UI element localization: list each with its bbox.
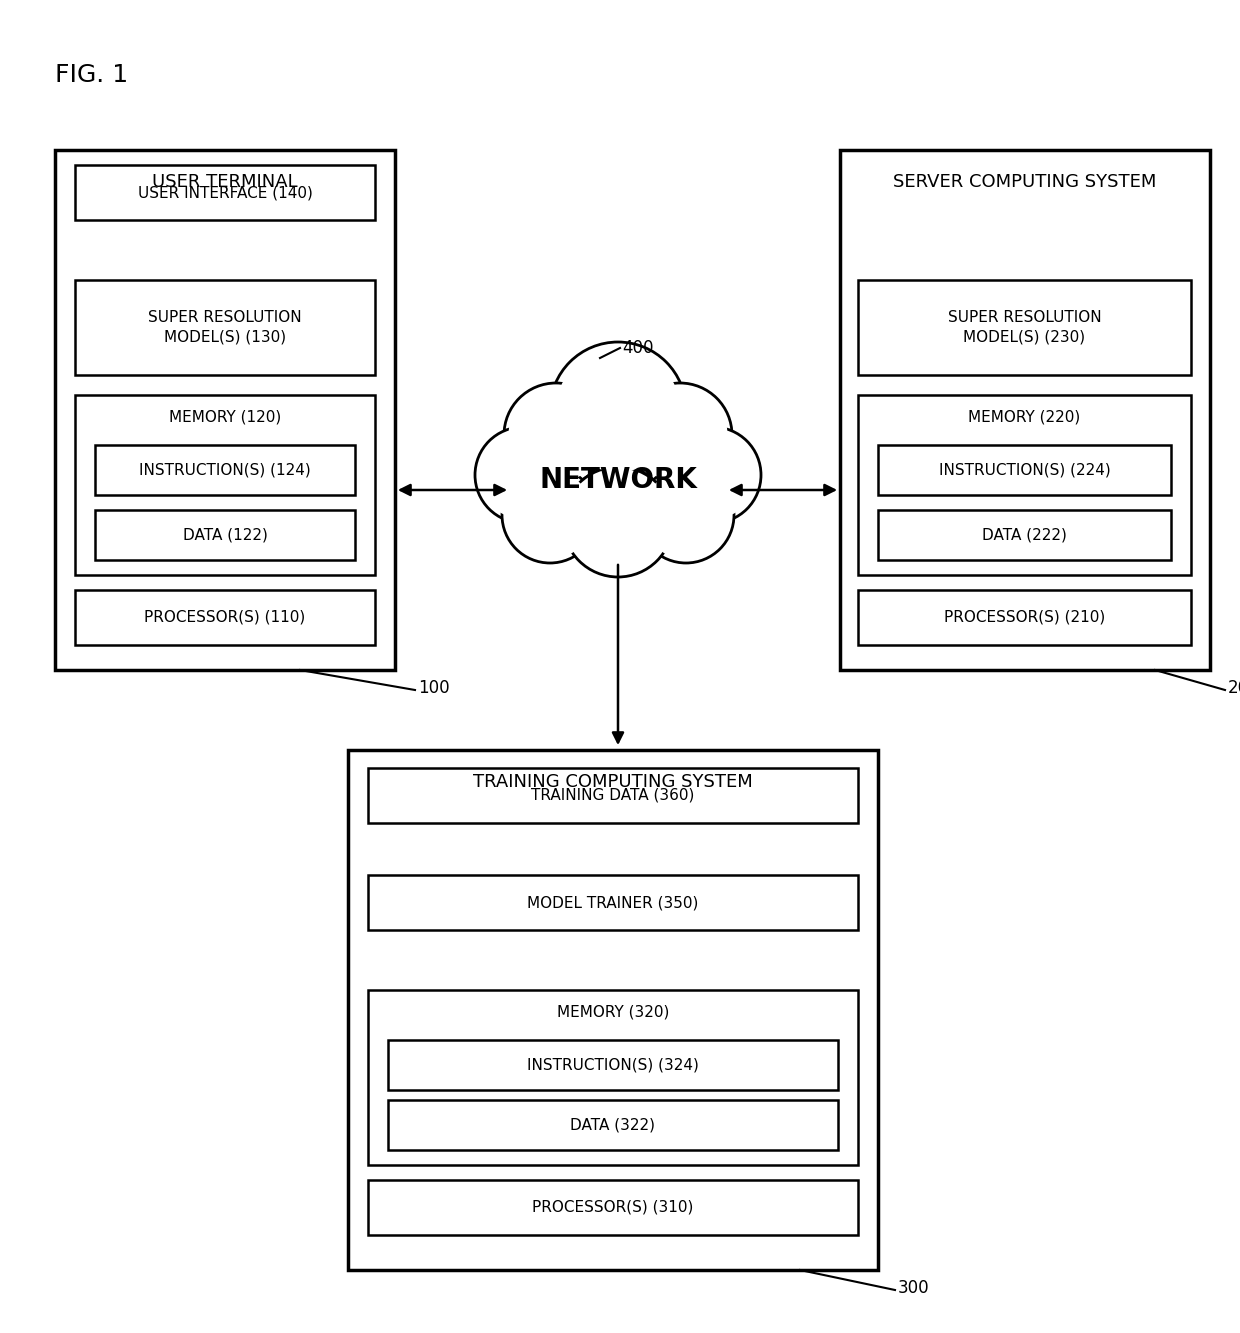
Bar (95, 445, 355, 495)
Bar (388, 1100, 838, 1150)
Bar (74, 591, 374, 645)
Bar (368, 768, 858, 822)
Circle shape (502, 467, 598, 563)
Text: SUPER RESOLUTION
MODEL(S) (130): SUPER RESOLUTION MODEL(S) (130) (149, 311, 301, 345)
Bar (878, 511, 1171, 560)
Circle shape (627, 383, 732, 487)
Circle shape (627, 383, 732, 487)
Circle shape (503, 383, 608, 487)
Text: PROCESSOR(S) (310): PROCESSOR(S) (310) (532, 1200, 693, 1214)
Bar (858, 280, 1190, 375)
Text: INSTRUCTION(S) (324): INSTRUCTION(S) (324) (527, 1057, 699, 1073)
Text: MODEL TRAINER (350): MODEL TRAINER (350) (527, 894, 698, 910)
Text: SERVER COMPUTING SYSTEM: SERVER COMPUTING SYSTEM (893, 173, 1157, 191)
Bar (55, 151, 396, 670)
Text: MEMORY (320): MEMORY (320) (557, 1005, 670, 1020)
Text: DATA (122): DATA (122) (182, 528, 268, 543)
Circle shape (634, 388, 727, 481)
Circle shape (507, 472, 593, 559)
Circle shape (670, 432, 756, 519)
Text: FIG. 1: FIG. 1 (55, 63, 128, 87)
Bar (878, 445, 1171, 495)
Circle shape (551, 343, 686, 479)
Bar (388, 1040, 838, 1090)
Text: DATA (222): DATA (222) (982, 528, 1066, 543)
Text: USER TERMINAL: USER TERMINAL (153, 173, 298, 191)
Circle shape (475, 427, 570, 523)
Text: MEMORY (220): MEMORY (220) (968, 409, 1080, 424)
Text: INSTRUCTION(S) (124): INSTRUCTION(S) (124) (139, 463, 311, 477)
Circle shape (557, 349, 680, 471)
Text: INSTRUCTION(S) (224): INSTRUCTION(S) (224) (939, 463, 1110, 477)
Circle shape (665, 427, 761, 523)
Bar (74, 395, 374, 575)
Circle shape (639, 467, 734, 563)
Text: TRAINING COMPUTING SYSTEM: TRAINING COMPUTING SYSTEM (474, 773, 753, 790)
Circle shape (475, 427, 570, 523)
Text: PROCESSOR(S) (110): PROCESSOR(S) (110) (144, 611, 305, 625)
Circle shape (639, 467, 734, 563)
Text: NETWORK: NETWORK (539, 467, 697, 495)
Text: MEMORY (120): MEMORY (120) (169, 409, 281, 424)
Text: USER INTERFACE (140): USER INTERFACE (140) (138, 185, 312, 200)
Text: TRAINING DATA (360): TRAINING DATA (360) (531, 788, 694, 802)
Text: DATA (322): DATA (322) (570, 1117, 656, 1133)
Circle shape (510, 388, 603, 481)
Circle shape (480, 432, 567, 519)
Circle shape (502, 467, 598, 563)
Bar (368, 990, 858, 1165)
Bar (368, 1180, 858, 1234)
Bar (348, 750, 878, 1270)
Text: SUPER RESOLUTION
MODEL(S) (230): SUPER RESOLUTION MODEL(S) (230) (947, 311, 1101, 345)
Circle shape (563, 467, 673, 577)
Bar (858, 591, 1190, 645)
Text: PROCESSOR(S) (210): PROCESSOR(S) (210) (944, 611, 1105, 625)
Circle shape (563, 467, 673, 577)
Text: 300: 300 (898, 1278, 930, 1297)
Bar (839, 151, 1210, 670)
Bar (74, 280, 374, 375)
Text: 100: 100 (418, 678, 450, 697)
Circle shape (551, 343, 686, 479)
Circle shape (568, 472, 667, 572)
Circle shape (665, 427, 761, 523)
Circle shape (642, 472, 729, 559)
Bar (74, 165, 374, 220)
Text: 200: 200 (1228, 678, 1240, 697)
Bar (368, 874, 858, 930)
Circle shape (503, 383, 608, 487)
Bar (858, 395, 1190, 575)
Text: 400: 400 (622, 339, 653, 357)
Bar (95, 511, 355, 560)
